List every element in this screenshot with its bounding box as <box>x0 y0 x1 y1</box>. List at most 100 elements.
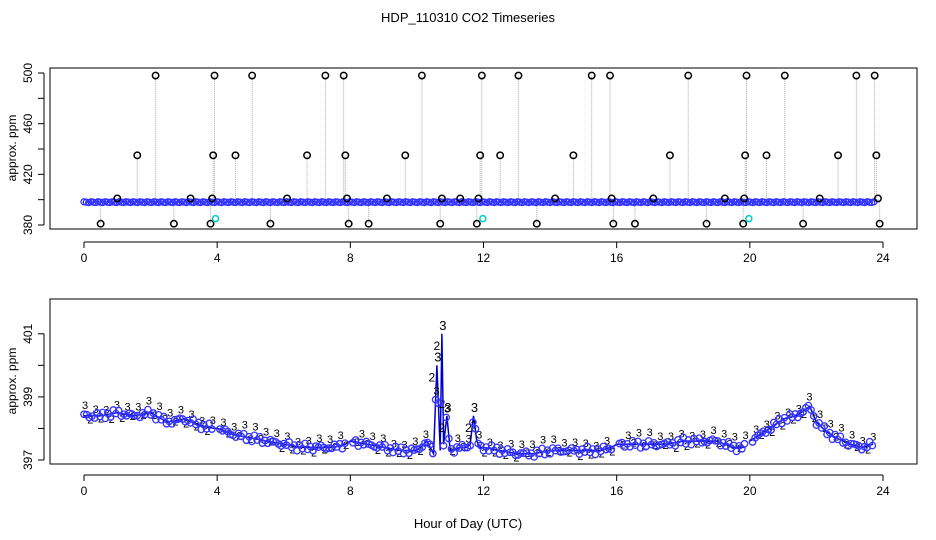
point-label-3: 3 <box>508 438 514 450</box>
point-label-3: 3 <box>210 415 216 427</box>
top-plot-frame <box>49 67 918 230</box>
raw-marker <box>248 71 257 80</box>
series-marker <box>783 417 791 425</box>
raw-marker <box>551 194 560 203</box>
point-label-3: 3 <box>657 431 663 443</box>
point-label-3: 3 <box>636 427 642 439</box>
bottom-x-tick-label: 24 <box>876 484 890 498</box>
point-label-3: 3 <box>242 420 248 432</box>
top-cyan-markers <box>211 214 753 223</box>
point-label-3: 3 <box>476 429 482 441</box>
peak-label-3: 3 <box>444 400 451 415</box>
raw-marker <box>133 151 142 160</box>
bottom-x-tick-label: 12 <box>477 484 491 498</box>
point-label-3: 3 <box>721 429 727 441</box>
top-x-tick-label: 24 <box>876 251 890 265</box>
raw-marker <box>587 71 596 80</box>
top-x-tick-label: 12 <box>477 251 491 265</box>
series-marker <box>429 449 437 458</box>
series-marker <box>207 425 216 433</box>
point-label-3: 3 <box>742 430 748 442</box>
point-label-3: 3 <box>732 432 738 444</box>
top-panel-chart: approx. ppm 0 4 8 12 16 20 24 380 420 460 500 <box>5 63 918 265</box>
bottom-axes: 0 4 8 12 16 20 24 397 399 401 <box>21 323 890 498</box>
raw-marker <box>852 71 861 80</box>
series-marker <box>325 444 333 452</box>
bottom-y-tick-label: 397 <box>21 450 35 470</box>
raw-marker <box>266 219 275 228</box>
raw-marker <box>780 71 789 80</box>
peak-label-3: 3 <box>434 349 441 364</box>
raw-marker <box>799 219 808 228</box>
point-label-3: 3 <box>370 431 376 443</box>
point-label-3: 3 <box>82 400 88 412</box>
raw-marker <box>631 219 639 228</box>
point-label-3: 3 <box>157 401 163 413</box>
point-label-3: 3 <box>551 434 557 446</box>
point-label-3: 3 <box>146 396 152 408</box>
point-label-3: 3 <box>764 419 770 431</box>
raw-marker <box>113 194 122 203</box>
raw-marker <box>872 151 881 160</box>
raw-marker <box>206 219 215 228</box>
series-marker <box>868 441 877 450</box>
raw-marker <box>720 194 729 203</box>
raw-marker <box>665 151 674 160</box>
bottom-x-tick-label: 16 <box>610 484 624 498</box>
point-label-3: 3 <box>135 402 141 414</box>
series-marker <box>626 442 634 451</box>
series-marker <box>740 439 749 448</box>
peak-label-2: 2 <box>439 421 446 435</box>
raw-marker <box>151 71 160 80</box>
raw-marker <box>186 194 195 203</box>
raw-marker <box>364 219 373 228</box>
raw-marker <box>339 71 348 80</box>
raw-marker <box>607 194 616 203</box>
series-marker <box>170 415 179 424</box>
point-label-3: 3 <box>306 435 312 447</box>
point-label-3: 3 <box>561 438 567 450</box>
bottom-y-tick-label: 399 <box>21 387 35 407</box>
raw-marker <box>834 151 843 160</box>
point-label-3: 3 <box>444 403 450 415</box>
series-marker <box>389 448 397 457</box>
peak-label-2: 2 <box>465 421 472 435</box>
cyan-marker <box>211 214 220 223</box>
top-y-tick-label: 380 <box>21 215 35 235</box>
point-label-3: 3 <box>604 436 610 448</box>
raw-marker <box>742 71 751 80</box>
raw-marker <box>702 219 711 228</box>
bottom-x-tick-label: 20 <box>743 484 757 498</box>
point-label-3: 3 <box>188 409 194 421</box>
point-label-3: 3 <box>540 434 546 446</box>
point-label-3: 3 <box>455 433 461 445</box>
raw-marker <box>496 151 505 160</box>
raw-marker <box>208 194 217 203</box>
series-marker <box>437 398 445 406</box>
raw-marker <box>649 194 658 203</box>
top-x-tick-label: 20 <box>743 251 757 265</box>
point-label-3: 3 <box>828 419 834 431</box>
raw-marker <box>321 71 330 80</box>
point-label-3: 3 <box>785 407 791 419</box>
point-label-3: 3 <box>316 433 322 445</box>
raw-marker <box>741 151 750 160</box>
series-marker <box>468 418 477 427</box>
top-y-tick-label: 420 <box>21 164 35 184</box>
raw-marker <box>532 219 541 228</box>
raw-marker <box>684 71 693 80</box>
raw-marker <box>283 194 292 203</box>
point-label-3: 3 <box>465 434 471 446</box>
bottom-series-markers <box>80 395 877 461</box>
bottom-x-tick-label: 8 <box>347 484 354 498</box>
point-label-3: 3 <box>433 386 439 398</box>
bottom-plot-frame <box>49 298 918 465</box>
series-marker <box>836 432 845 441</box>
raw-marker <box>740 194 749 203</box>
bottom-y-axis-label: approx. ppm <box>5 348 19 415</box>
bottom-x-tick-label: 4 <box>214 484 221 498</box>
raw-marker <box>344 219 353 228</box>
series-marker <box>847 439 855 448</box>
